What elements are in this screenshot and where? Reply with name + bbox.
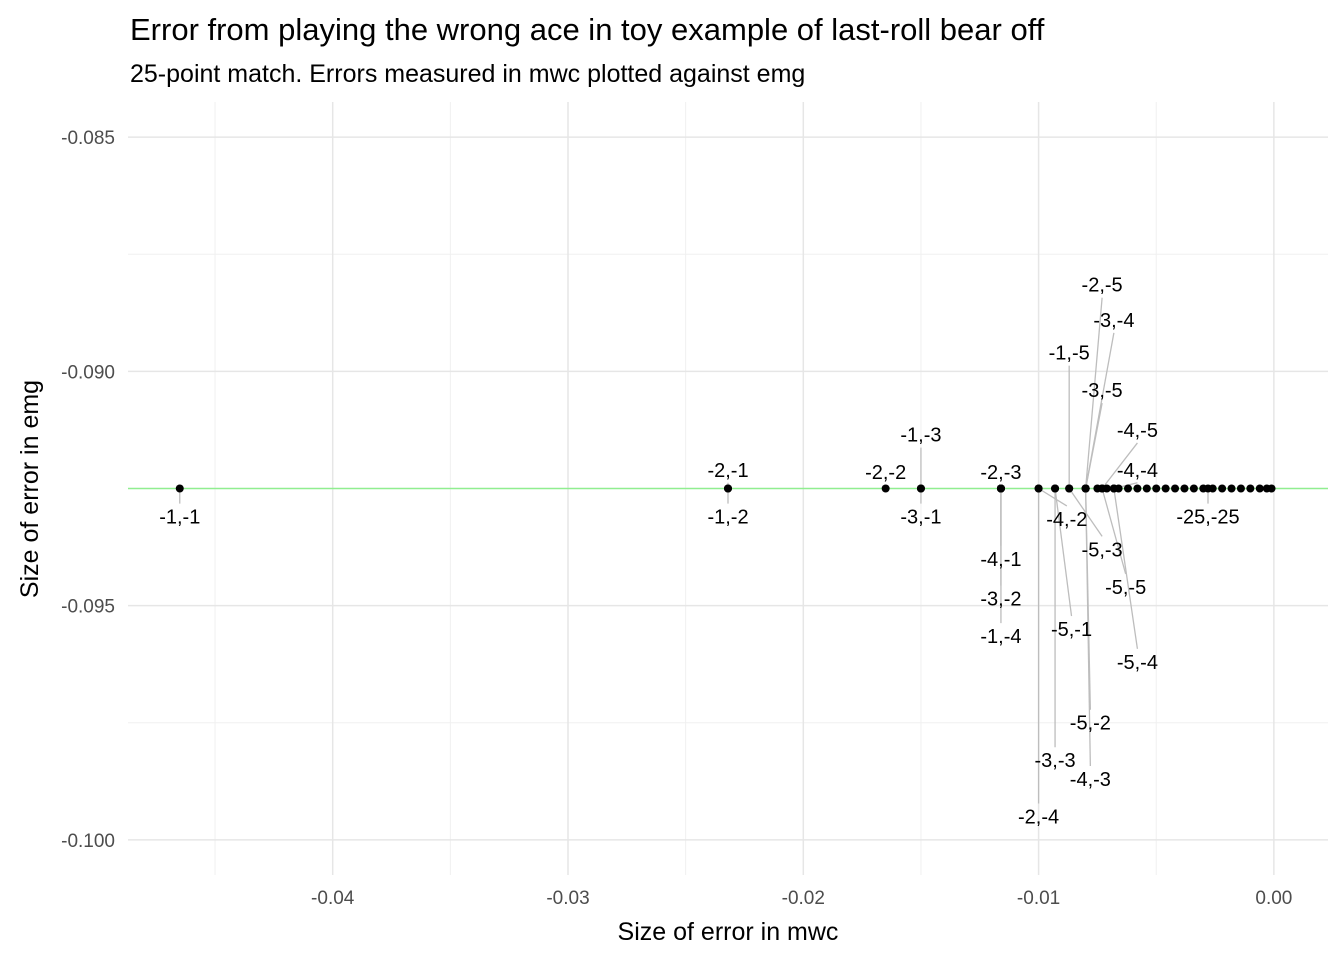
data-point (1208, 484, 1217, 493)
data-point (1246, 484, 1255, 493)
point-label: -1,-5 (1049, 343, 1090, 365)
x-tick-label: -0.03 (546, 888, 589, 909)
data-point (916, 484, 925, 493)
y-tick-label: -0.085 (61, 128, 115, 149)
data-point (1051, 484, 1060, 493)
data-point (1161, 484, 1170, 493)
point-label: -4,-2 (1046, 509, 1087, 531)
data-point (881, 484, 890, 493)
y-axis-title: Size of error in emg (16, 380, 44, 598)
data-point (1124, 484, 1132, 493)
data-point (1142, 484, 1151, 493)
point-label: -1,-4 (980, 626, 1021, 648)
point-label: -5,-5 (1105, 577, 1146, 599)
data-point (1218, 484, 1227, 493)
label-leader-line (1085, 402, 1103, 489)
label-leader-line (1084, 488, 1092, 710)
point-label: -2,-5 (1082, 275, 1123, 297)
point-label: -25,-25 (1176, 507, 1239, 529)
point-label: -1,-2 (707, 507, 748, 529)
label-leader-line (1038, 487, 1068, 507)
label-leader-line (1101, 442, 1138, 489)
data-point (1199, 484, 1208, 493)
label-leader-line (1084, 297, 1103, 489)
point-label: -4,-3 (1070, 769, 1111, 791)
point-label: -5,-2 (1070, 713, 1111, 735)
point-label: -4,-5 (1117, 420, 1158, 442)
data-point (1102, 484, 1111, 493)
x-tick-label: -0.01 (1017, 888, 1060, 909)
data-point (1081, 484, 1090, 493)
point-label: -2,-3 (980, 462, 1021, 484)
data-point (1236, 484, 1245, 493)
y-tick-label: -0.100 (61, 831, 115, 852)
point-label: -2,-4 (1018, 806, 1059, 828)
data-point (1093, 484, 1102, 493)
point-label: -3,-3 (1034, 750, 1075, 772)
chart-title: Error from playing the wrong ace in toy … (130, 12, 1045, 47)
point-label: -2,-1 (707, 460, 748, 482)
data-point (1255, 484, 1264, 493)
data-point (1227, 484, 1236, 493)
data-point (1152, 484, 1161, 493)
data-point (724, 484, 732, 493)
point-label: -4,-1 (980, 549, 1021, 571)
data-point (1267, 484, 1276, 493)
x-tick-label: -0.02 (782, 888, 825, 909)
point-label: -2,-2 (865, 462, 906, 484)
point-label: -1,-3 (900, 425, 941, 447)
point-label: -3,-2 (980, 589, 1021, 611)
label-leader-line (1101, 488, 1127, 575)
point-label: -3,-1 (900, 507, 941, 529)
data-point (1180, 484, 1189, 493)
point-label: -5,-3 (1082, 539, 1123, 561)
data-point (1034, 484, 1043, 493)
chart-subtitle: 25-point match. Errors measured in mwc p… (130, 60, 806, 88)
point-label: -5,-4 (1117, 652, 1158, 674)
data-point (1171, 484, 1180, 493)
data-point (1114, 484, 1123, 493)
x-tick-label: 0.00 (1255, 888, 1292, 909)
data-point (1133, 484, 1142, 493)
data-point (996, 484, 1005, 493)
data-point (1189, 484, 1198, 493)
data-point (175, 484, 184, 493)
y-tick-label: -0.090 (61, 362, 115, 383)
x-tick-label: -0.04 (311, 888, 355, 909)
point-label: -1,-1 (159, 507, 200, 529)
label-leader-line (1054, 488, 1073, 617)
data-point (1065, 484, 1074, 493)
y-tick-label: -0.095 (61, 597, 115, 618)
point-label: -3,-4 (1093, 310, 1134, 332)
point-label: -5,-1 (1051, 619, 1092, 641)
point-label: -3,-5 (1082, 380, 1123, 402)
point-label: -4,-4 (1117, 460, 1158, 482)
x-axis-title: Size of error in mwc (618, 918, 839, 946)
label-leader-line (1113, 488, 1139, 649)
